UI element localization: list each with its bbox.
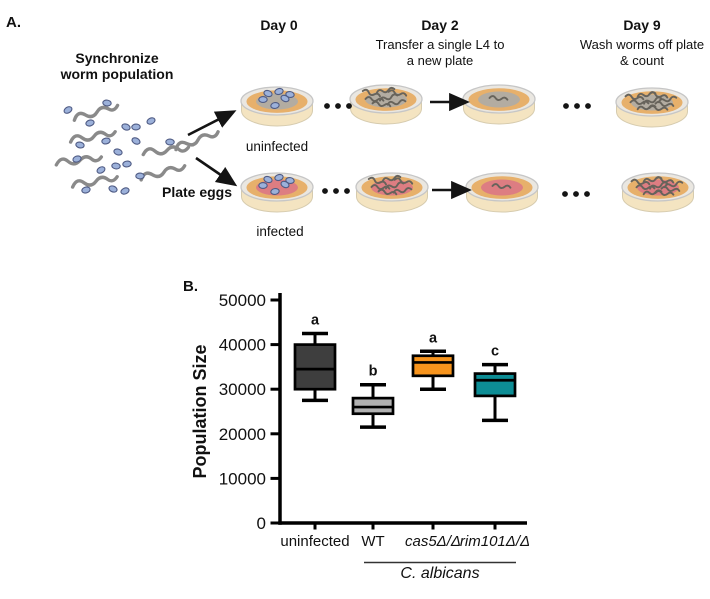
day2-title: Day 2: [421, 17, 459, 33]
egg: [121, 160, 133, 168]
iqr-box: [473, 372, 517, 398]
arrow-to-infected-plate: [195, 156, 238, 187]
worm: [71, 102, 121, 123]
plate-day9-uninfected: [615, 87, 689, 128]
ellipsis-dots: [324, 103, 352, 109]
category-label: cas5Δ/Δ: [405, 533, 461, 550]
arrow-to-uninfected-plate: [187, 110, 237, 137]
plate-day2-infected-source: [355, 172, 429, 213]
egg: [95, 164, 107, 176]
dot: [563, 103, 569, 109]
egg: [119, 186, 131, 196]
box-rim101Δ/Δ: c: [473, 344, 517, 423]
dot: [322, 188, 328, 194]
egg: [84, 118, 96, 128]
iqr-box: [293, 343, 337, 391]
dot: [346, 103, 352, 109]
dot: [562, 191, 568, 197]
egg: [112, 147, 124, 157]
y-tick-label: 20000: [219, 425, 266, 444]
dot: [584, 191, 590, 197]
dot: [573, 191, 579, 197]
significance-letter: b: [369, 364, 378, 380]
boxplot-graphics: 0 10000 20000 30000 40000 50000 a b a c uninfected…: [190, 291, 530, 582]
infected-label: infected: [256, 224, 303, 239]
y-axis-title: Population Size: [190, 344, 210, 478]
group-label: C. albicans: [400, 565, 479, 582]
synchronize-label-line2: worm population: [60, 66, 174, 82]
y-tick-label: 30000: [219, 380, 266, 399]
uninfected-label: uninfected: [246, 139, 308, 154]
day9-title: Day 9: [623, 17, 661, 33]
egg: [120, 122, 132, 132]
significance-letter: a: [429, 330, 438, 346]
panel-b-label: B.: [183, 278, 198, 295]
category-label: uninfected: [280, 533, 349, 550]
egg: [258, 182, 268, 189]
dot: [344, 188, 350, 194]
plate-day9-infected: [621, 172, 695, 213]
box-cas5Δ/Δ: a: [411, 330, 455, 391]
significance-letter: a: [311, 312, 320, 328]
egg: [130, 136, 142, 146]
panel-a-label: A.: [6, 14, 21, 31]
ellipsis-dots: [562, 191, 590, 197]
y-tick-label: 40000: [219, 336, 266, 355]
day2-subtitle-line1: Transfer a single L4 to: [376, 37, 505, 52]
dot: [324, 103, 330, 109]
egg: [100, 136, 112, 146]
diagram-graphics: [54, 84, 695, 213]
day0-title: Day 0: [260, 17, 298, 33]
worm: [172, 128, 222, 152]
dot: [574, 103, 580, 109]
day2-subtitle-line2: a new plate: [407, 53, 474, 68]
egg: [145, 116, 157, 126]
worm: [141, 144, 191, 157]
egg: [135, 172, 145, 180]
egg: [131, 123, 141, 131]
egg: [62, 104, 74, 116]
egg: [107, 184, 119, 194]
plate-day2-infected-new: [465, 172, 539, 213]
plate-eggs-label: Plate eggs: [162, 184, 232, 200]
ellipsis-dots: [322, 188, 350, 194]
egg: [110, 161, 122, 171]
plate-day2-uninfected-new: [462, 84, 536, 125]
iqr-box: [411, 354, 455, 378]
plate-day2-uninfected-source: [349, 84, 423, 125]
category-label: WT: [361, 533, 384, 550]
worm: [138, 162, 188, 183]
synchronize-label-line1: Synchronize: [75, 50, 158, 66]
egg: [101, 99, 113, 107]
category-label: rim101Δ/Δ: [460, 533, 530, 550]
panel-b-boxplot: B. 0 10000 20000 30000 40000 50000 a b a c uninfec…: [183, 278, 530, 582]
significance-letter: c: [491, 344, 499, 360]
y-tick-label: 0: [257, 514, 266, 533]
plate-day0-infected: [240, 172, 314, 213]
egg: [165, 138, 175, 146]
worm-egg-scatter: [54, 99, 222, 196]
dot: [333, 188, 339, 194]
panel-a-diagram: A. Synchronize worm population Day 0 Day…: [6, 14, 704, 239]
day9-subtitle-line1: Wash worms off plate: [580, 37, 704, 52]
day9-subtitle-line2: & count: [620, 53, 664, 68]
egg: [80, 185, 92, 195]
dot: [335, 103, 341, 109]
box-WT: b: [351, 364, 395, 429]
dot: [585, 103, 591, 109]
plate-day0-uninfected: [240, 86, 314, 127]
y-tick-label: 50000: [219, 291, 266, 310]
egg: [258, 96, 268, 103]
box-uninfected: a: [293, 312, 337, 403]
ellipsis-dots: [563, 103, 591, 109]
egg: [74, 140, 86, 150]
y-tick-label: 10000: [219, 469, 266, 488]
